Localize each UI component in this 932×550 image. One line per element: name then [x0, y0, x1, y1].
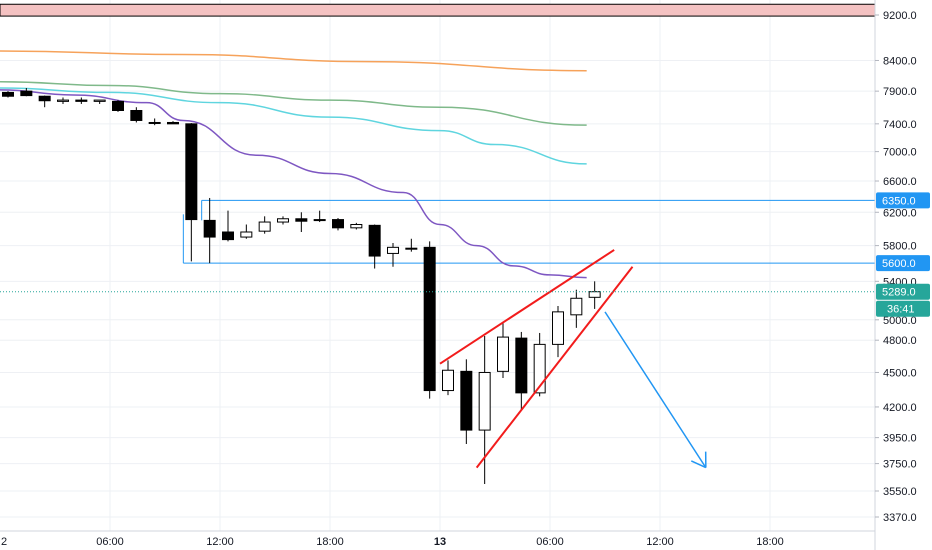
- price-axis[interactable]: [875, 0, 932, 550]
- moving-average-line: [0, 50, 587, 72]
- candle-body: [313, 219, 326, 222]
- x-tick-label: 12:00: [646, 536, 674, 548]
- y-tick-label: 7900.0: [883, 86, 917, 98]
- y-tick-label: 7400.0: [883, 119, 917, 131]
- y-tick-label: 6600.0: [883, 176, 917, 188]
- candle-body: [332, 219, 344, 229]
- candle-body: [130, 109, 143, 121]
- candle-body: [148, 121, 161, 124]
- candle-body: [20, 90, 33, 97]
- current-price-tag: [876, 283, 930, 300]
- moving-average-line: [0, 87, 587, 165]
- level-price-tag: [876, 192, 930, 209]
- candle-body: [460, 370, 473, 431]
- y-tick-label: 8400.0: [883, 55, 917, 67]
- x-tick-label: 2: [1, 536, 7, 548]
- candle-body: [2, 91, 14, 97]
- candle-body: [295, 218, 308, 222]
- moving-averages: [0, 50, 587, 279]
- candle-body: [387, 246, 399, 254]
- resistance-zone: [0, 3, 876, 17]
- candle-body: [112, 100, 124, 111]
- x-tick-labels: 2 06:00 12:00 18:00 13 06:00 12:00 18:00: [1, 536, 784, 548]
- candle-body: [240, 231, 253, 238]
- candle-body: [57, 99, 69, 102]
- level-price-tag: [876, 255, 930, 272]
- wedge-drawings: [439, 249, 707, 469]
- candle-body: [93, 99, 106, 102]
- y-tick-label: 6200.0: [883, 207, 917, 219]
- countdown-tag: [876, 300, 930, 317]
- countdown-tag-text: 36:41: [887, 304, 915, 316]
- candle-body: [497, 336, 509, 372]
- y-tick-label: 4800.0: [883, 335, 917, 347]
- candle-body: [38, 95, 51, 102]
- y-tick-label: 5800.0: [883, 241, 917, 253]
- candle-body: [442, 369, 454, 392]
- y-tick-label: 5000.0: [883, 315, 917, 327]
- candle-body: [167, 121, 179, 125]
- x-tick-label: 18:00: [316, 536, 344, 548]
- wedge-line: [475, 266, 634, 469]
- candle-body: [258, 221, 271, 232]
- candles: [2, 87, 601, 484]
- candle-body: [368, 224, 381, 257]
- x-tick-label: 06:00: [96, 536, 124, 548]
- candle-body: [552, 311, 564, 345]
- candle-body: [203, 219, 216, 238]
- level-price-tag-text: 6350.0: [882, 195, 916, 207]
- y-tick-label: 4200.0: [883, 402, 917, 414]
- candle-body: [405, 247, 418, 250]
- moving-average-line: [0, 89, 587, 279]
- y-tick-label: 4500.0: [883, 367, 917, 379]
- y-tick-label: 3550.0: [883, 486, 917, 498]
- candle-body: [588, 291, 601, 298]
- candle-body: [423, 246, 436, 392]
- y-tick-label: 7000.0: [883, 147, 917, 159]
- current-price-tag-text: 5289.0: [882, 287, 916, 299]
- y-tick-label: 3950.0: [883, 433, 917, 445]
- candle-body: [277, 218, 289, 223]
- candle-body: [222, 231, 234, 241]
- grid-lines: [0, 0, 875, 532]
- candle-body: [533, 343, 546, 394]
- projection-arrow-head: [690, 460, 707, 469]
- y-tick-label: 3370.0: [883, 512, 917, 524]
- moving-average-line: [0, 80, 587, 126]
- x-tick-label: 13: [434, 536, 446, 548]
- candle-body: [570, 297, 583, 316]
- candle-body: [478, 371, 491, 431]
- level-price-tag-text: 5600.0: [882, 258, 916, 270]
- candle-body: [185, 123, 198, 221]
- projection-arrow: [604, 311, 707, 469]
- y-tick-label: 3750.0: [883, 459, 917, 471]
- wedge-line: [439, 249, 615, 365]
- candle-body: [75, 99, 88, 102]
- horizontal-levels: [182, 199, 875, 264]
- y-tick-labels: 9200.0 8400.0 7900.0 7400.0 7000.0 6600.0 6200…: [875, 10, 917, 524]
- candle-body: [515, 337, 528, 394]
- candle-body: [350, 224, 363, 229]
- y-tick-label: 9200.0: [883, 10, 917, 22]
- price-tags: 6350.0 5600.0 5289.0 36:41: [876, 192, 930, 317]
- x-tick-label: 18:00: [756, 536, 784, 548]
- x-tick-label: 06:00: [536, 536, 564, 548]
- x-tick-label: 12:00: [206, 536, 234, 548]
